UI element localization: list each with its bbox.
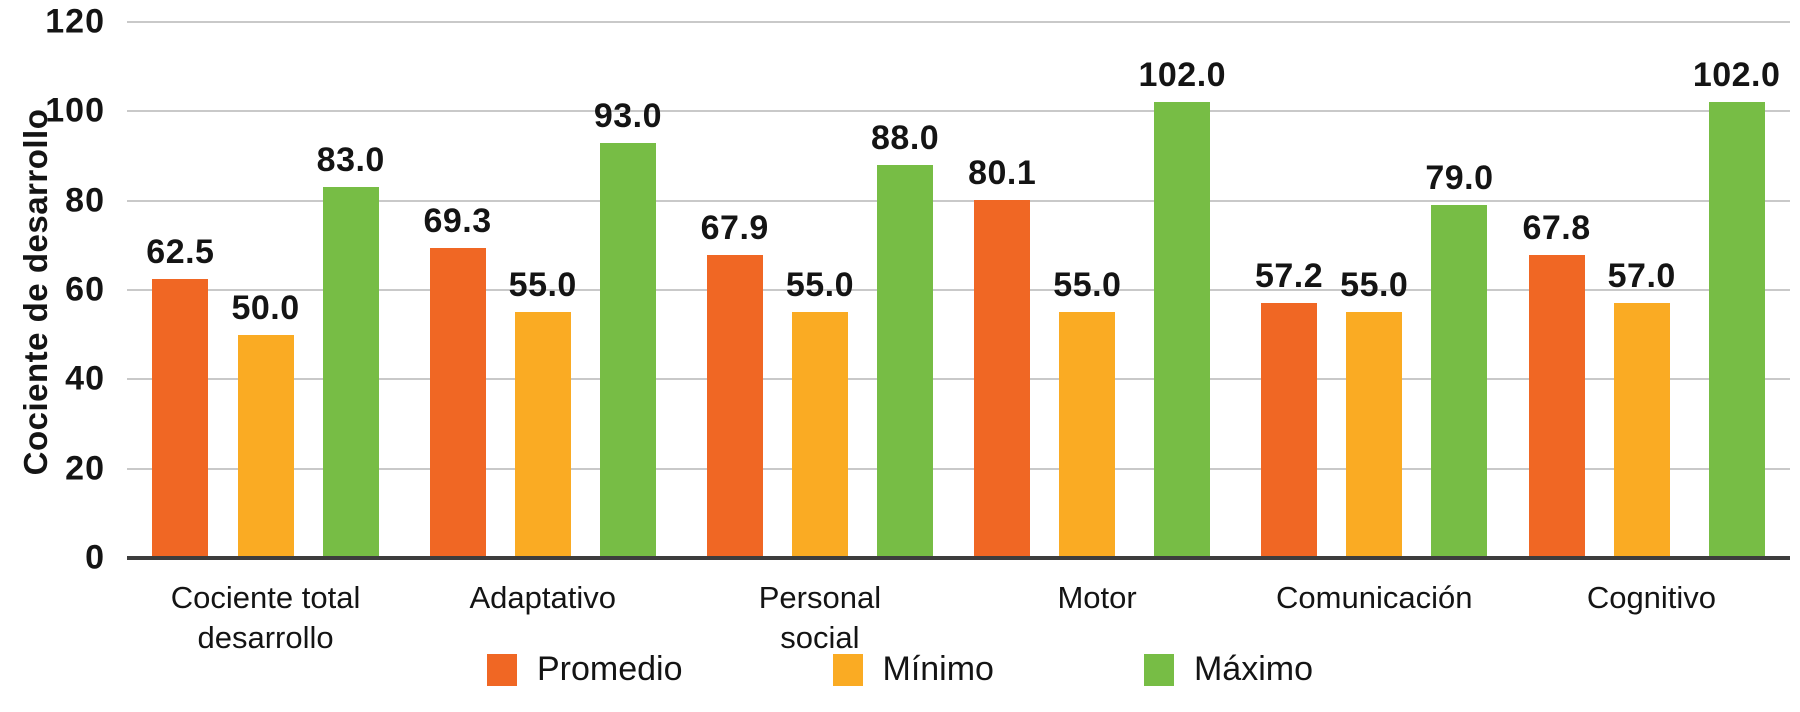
bar-promedio	[1261, 302, 1318, 558]
y-axis-title: Cociente de desarrollo	[17, 108, 54, 476]
value-label: 67.9	[700, 208, 769, 247]
y-tick-label-40: 40	[65, 359, 105, 398]
bar-wrap: 80.1	[968, 22, 1036, 558]
value-label: 62.5	[146, 232, 215, 271]
bar-mínimo	[514, 312, 571, 558]
legend-swatch-icon	[1143, 653, 1174, 686]
bar-wrap: 67.8	[1522, 22, 1590, 558]
gridline-100	[127, 110, 1790, 113]
bar-group: 69.3 55.0 93.0	[404, 22, 681, 558]
value-label: 55.0	[508, 266, 577, 305]
bar-máximo	[1154, 102, 1211, 558]
bar-wrap: 102.0	[1693, 22, 1781, 558]
bar-máximo	[1708, 102, 1765, 558]
value-label: 57.0	[1607, 257, 1676, 296]
bar-wrap: 88.0	[871, 22, 939, 558]
legend-label: Promedio	[536, 650, 683, 688]
bar-wrap: 55.0	[786, 22, 854, 558]
bar-promedio	[429, 248, 486, 558]
value-label: 93.0	[593, 96, 663, 135]
category-label: Personal social	[758, 580, 882, 655]
bar-group: 67.8 57.0 102.0	[1513, 22, 1790, 558]
bar-máximo	[322, 187, 379, 558]
y-tick-label-120: 120	[45, 2, 105, 41]
gridline-60	[127, 289, 1790, 291]
legend: Promedio Mínimo Máximo	[0, 650, 1800, 689]
value-label: 102.0	[1138, 56, 1227, 95]
bar-wrap: 57.0	[1608, 22, 1676, 558]
bar-wrap: 83.0	[317, 22, 385, 558]
bar-wrap: 55.0	[1340, 22, 1408, 558]
value-label: 57.2	[1254, 256, 1324, 295]
plot-area: 62.5 50.0 83.0 69.3 55.0 93.0 67.9 55.0 88.0 80.1…	[45, 3, 1790, 577]
bar-wrap: 50.0	[231, 22, 299, 558]
bar-wrap: 55.0	[509, 22, 577, 558]
bar-wrap: 57.2	[1255, 22, 1323, 558]
bar-promedio	[706, 254, 763, 558]
bar-mínimo	[1059, 312, 1116, 558]
bar-mínimo	[1613, 303, 1670, 558]
value-label: 88.0	[871, 118, 940, 157]
bar-promedio	[974, 200, 1031, 558]
bar-mínimo	[237, 334, 294, 558]
bar-máximo	[1431, 205, 1488, 558]
category-label: Comunicación	[1276, 580, 1473, 615]
bar-group: 80.1 55.0 102.0	[959, 22, 1236, 558]
legend-item-mínimo: Mínimo	[832, 650, 994, 689]
legend-label: Mínimo	[882, 650, 994, 688]
bar-promedio	[152, 278, 209, 558]
x-axis-line	[127, 556, 1790, 560]
legend-swatch-icon	[486, 653, 517, 686]
bar-group: 62.5 50.0 83.0	[127, 22, 404, 558]
legend-swatch-icon	[832, 653, 863, 686]
bar-máximo	[877, 164, 934, 558]
value-label: 67.8	[1522, 209, 1591, 248]
bar-máximo	[599, 142, 656, 558]
legend-item-promedio: Promedio	[486, 650, 683, 689]
bar-group: 57.2 55.0 79.0	[1236, 22, 1513, 558]
category-label: Adaptativo	[469, 580, 617, 615]
legend-label: Máximo	[1193, 650, 1313, 688]
value-label: 69.3	[423, 202, 492, 241]
bar-mínimo	[1346, 312, 1403, 558]
bar-groups: 62.5 50.0 83.0 69.3 55.0 93.0 67.9 55.0 88.0 80.1…	[127, 22, 1790, 558]
category-label: Cociente total desarrollo	[170, 580, 361, 655]
bar-wrap: 102.0	[1138, 22, 1226, 558]
bar-wrap: 79.0	[1425, 22, 1493, 558]
x-axis-category-labels: Cociente total desarrollo Adaptativo Perso…	[127, 578, 1790, 657]
value-label: 102.0	[1692, 56, 1781, 95]
value-label: 50.0	[231, 288, 300, 327]
gridline-20	[127, 467, 1790, 470]
bar-mínimo	[791, 312, 848, 558]
y-tick-label-20: 20	[65, 449, 105, 488]
gridline-80	[127, 199, 1790, 202]
bar-wrap: 62.5	[146, 22, 214, 558]
y-tick-label-100: 100	[45, 91, 105, 130]
bar-wrap: 55.0	[1053, 22, 1121, 558]
bar-wrap: 67.9	[701, 22, 769, 558]
value-label: 79.0	[1425, 159, 1494, 198]
value-label: 83.0	[316, 141, 385, 180]
category-label: Cognitivo	[1586, 580, 1717, 615]
value-label: 80.1	[968, 154, 1037, 193]
gridline-40	[127, 378, 1790, 381]
y-tick-label-60: 60	[65, 270, 105, 309]
bar-promedio	[1528, 255, 1585, 558]
y-tick-label-0: 0	[85, 538, 105, 577]
bar-wrap: 69.3	[423, 22, 491, 558]
value-label: 55.0	[1053, 266, 1122, 305]
y-tick-label-80: 80	[65, 181, 105, 220]
value-label: 55.0	[1340, 266, 1409, 305]
bar-wrap: 93.0	[594, 22, 662, 558]
value-label: 55.0	[785, 266, 855, 305]
legend-item-máximo: Máximo	[1143, 650, 1313, 689]
gridline-120	[127, 21, 1790, 23]
category-label: Motor	[1057, 580, 1137, 615]
bar-group: 67.9 55.0 88.0	[681, 22, 958, 558]
